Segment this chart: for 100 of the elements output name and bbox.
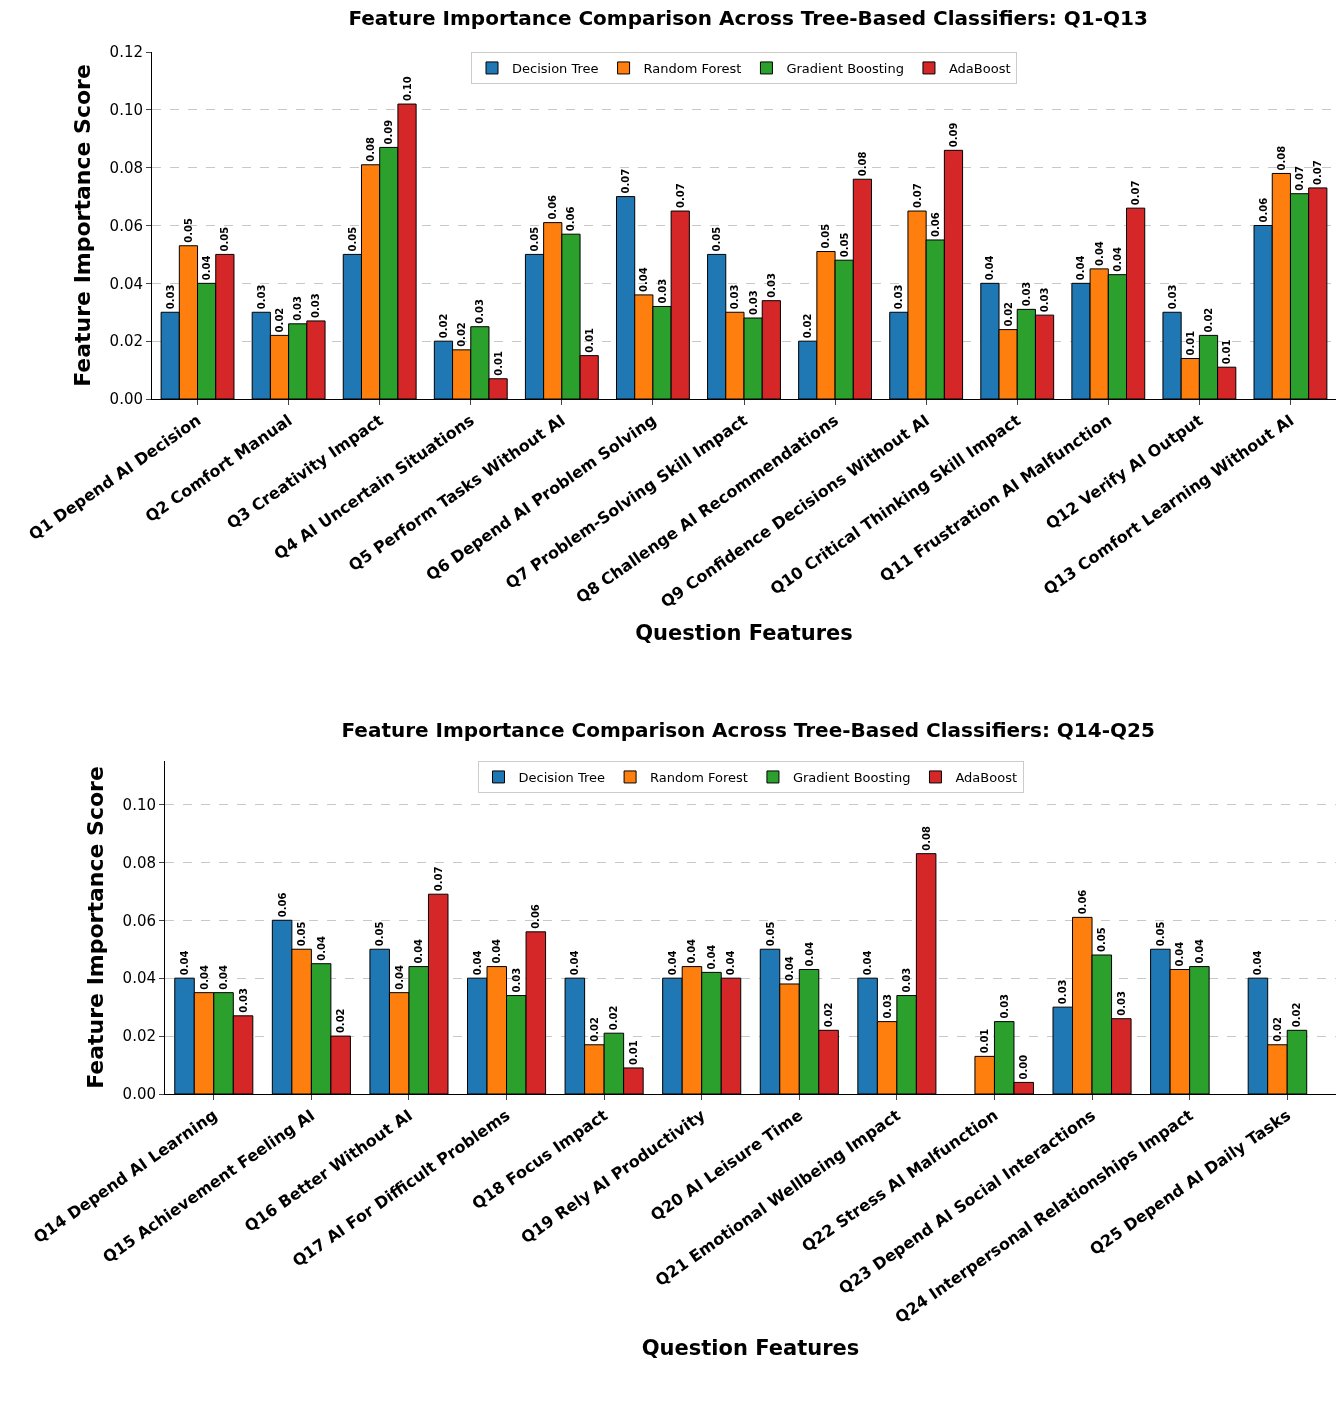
data-label: 0.03 xyxy=(164,284,176,310)
legend-label: AdaBoost xyxy=(955,770,1018,786)
data-label: 0.04 xyxy=(1093,241,1105,266)
data-label: 0.04 xyxy=(862,950,874,976)
data-label: 0.02 xyxy=(1271,1017,1283,1042)
data-label: 0.07 xyxy=(674,183,686,209)
data-label: 0.04 xyxy=(984,255,996,281)
data-label: 0.06 xyxy=(547,194,559,220)
data-label: 0.04 xyxy=(725,950,737,976)
data-label: 0.04 xyxy=(179,950,191,976)
data-label: 0.07 xyxy=(620,168,632,194)
data-label: 0.03 xyxy=(881,993,893,1019)
data-label: 0.08 xyxy=(365,137,377,162)
data-label: 0.02 xyxy=(588,1017,600,1042)
y-tick-label: 0.06 xyxy=(122,911,156,930)
data-label: 0.07 xyxy=(911,183,923,209)
data-label: 0.03 xyxy=(747,290,759,316)
data-label: 0.04 xyxy=(1111,246,1123,272)
legend-label: Random Forest xyxy=(643,61,742,77)
y-tick-label: 0.10 xyxy=(109,101,143,120)
data-label: 0.04 xyxy=(1193,938,1205,964)
data-label: 0.04 xyxy=(784,956,796,981)
data-label: 0.01 xyxy=(1184,330,1196,356)
data-label: 0.02 xyxy=(456,322,468,347)
y-tick-label: 0.04 xyxy=(109,274,143,293)
data-label: 0.05 xyxy=(529,226,541,252)
data-label: 0.08 xyxy=(920,825,932,851)
data-label: 0.04 xyxy=(1252,950,1264,976)
data-label: 0.06 xyxy=(929,212,941,237)
data-label: 0.04 xyxy=(705,944,717,970)
data-label: 0.03 xyxy=(1166,284,1178,310)
y-tick-label: 0.06 xyxy=(109,216,143,235)
data-label: 0.01 xyxy=(1221,339,1233,365)
data-label: 0.03 xyxy=(474,299,486,324)
y-tick-label: 0.08 xyxy=(122,853,156,872)
data-label: 0.04 xyxy=(315,935,327,961)
data-label: 0.03 xyxy=(1057,979,1069,1005)
y-tick-label: 0.08 xyxy=(109,158,143,177)
data-label: 0.03 xyxy=(1115,991,1127,1016)
data-label: 0.01 xyxy=(979,1028,991,1054)
data-label: 0.02 xyxy=(1002,301,1014,327)
data-label: 0.04 xyxy=(201,255,213,281)
data-label: 0.03 xyxy=(1039,287,1051,313)
y-tick-label: 0.04 xyxy=(122,969,156,988)
data-label: 0.07 xyxy=(1294,165,1306,191)
data-label: 0.08 xyxy=(856,151,868,177)
data-label: 0.03 xyxy=(901,967,913,993)
data-label: 0.04 xyxy=(491,938,503,964)
data-label: 0.03 xyxy=(237,988,249,1013)
data-label: 0.05 xyxy=(1154,921,1166,947)
data-label: 0.03 xyxy=(292,296,304,321)
data-label: 0.09 xyxy=(383,119,395,145)
chart-title: Feature Importance Comparison Across Tree-Based Classifiers: Q1-Q13 xyxy=(348,5,1148,30)
data-label: 0.05 xyxy=(838,232,850,258)
data-label: 0.06 xyxy=(1257,197,1269,223)
data-label: 0.03 xyxy=(656,278,668,304)
x-axis-title: Question Features xyxy=(635,620,853,645)
data-label: 0.05 xyxy=(711,226,723,252)
data-label: 0.02 xyxy=(1202,307,1214,333)
data-label: 0.04 xyxy=(569,950,581,976)
data-label: 0.04 xyxy=(686,938,698,964)
data-label: 0.01 xyxy=(627,1040,639,1065)
data-label: 0.06 xyxy=(1076,889,1088,915)
y-tick-label: 0.00 xyxy=(122,1085,156,1104)
data-label: 0.03 xyxy=(998,993,1010,1019)
data-label: 0.02 xyxy=(274,307,286,333)
data-label: 0.04 xyxy=(471,950,483,976)
data-label: 0.02 xyxy=(608,1005,620,1031)
data-label: 0.05 xyxy=(346,226,358,252)
data-label: 0.03 xyxy=(255,284,267,310)
y-tick-label: 0.10 xyxy=(122,795,156,814)
legend-label: AdaBoost xyxy=(948,61,1011,77)
data-label: 0.06 xyxy=(276,892,288,918)
data-label: 0.02 xyxy=(335,1008,347,1034)
data-label: 0.03 xyxy=(1020,281,1032,307)
data-label: 0.04 xyxy=(1075,255,1087,281)
y-tick-label: 0.02 xyxy=(109,332,143,351)
data-label: 0.05 xyxy=(820,223,832,249)
y-tick-label: 0.00 xyxy=(109,390,143,409)
data-label: 0.03 xyxy=(310,293,322,318)
data-label: 0.07 xyxy=(1130,180,1142,206)
x-axis-title: Question Features xyxy=(641,1336,860,1361)
data-label: 0.03 xyxy=(765,272,777,298)
legend-label: Decision Tree xyxy=(518,770,606,786)
data-label: 0.04 xyxy=(218,964,230,990)
legend-label: Gradient Boosting xyxy=(792,770,911,786)
data-label: 0.03 xyxy=(510,967,522,993)
data-label: 0.02 xyxy=(802,313,814,339)
data-label: 0.03 xyxy=(893,284,905,310)
chart-title: Feature Importance Comparison Across Tree-Based Classifiers: Q14-Q25 xyxy=(341,717,1155,742)
data-label: 0.02 xyxy=(823,1002,835,1028)
data-label: 0.10 xyxy=(401,76,413,102)
data-label: 0.05 xyxy=(374,921,386,947)
data-label: 0.03 xyxy=(729,284,741,310)
data-label: 0.04 xyxy=(638,267,650,292)
y-tick-label: 0.02 xyxy=(122,1027,156,1046)
legend-label: Decision Tree xyxy=(512,61,599,77)
data-label: 0.01 xyxy=(492,351,504,376)
data-label: 0.00 xyxy=(1018,1054,1030,1080)
data-label: 0.04 xyxy=(198,964,210,990)
